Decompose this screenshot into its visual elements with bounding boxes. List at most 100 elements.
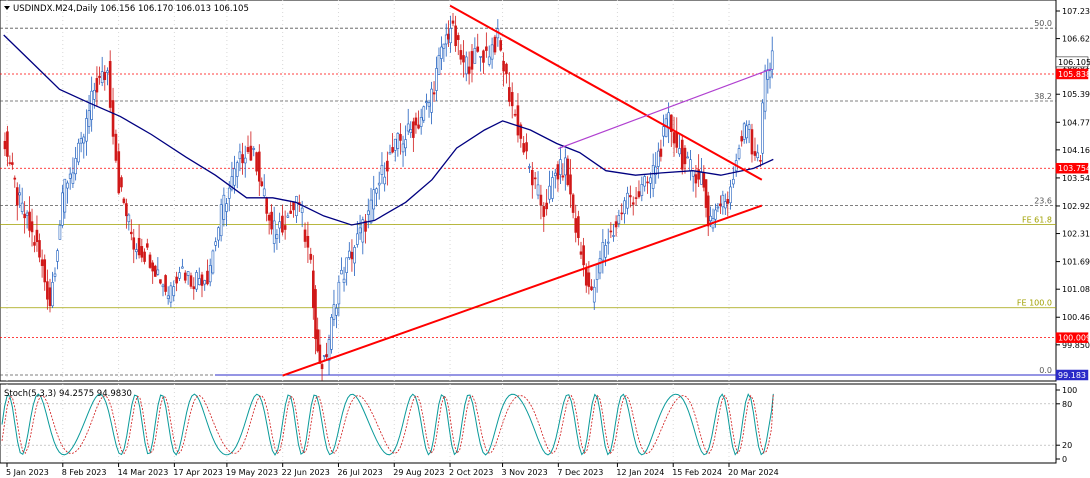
candle-body — [553, 172, 557, 176]
dropdown-arrow-icon[interactable] — [4, 6, 10, 10]
candle-body — [646, 181, 649, 184]
fib-level-label: 0.0 — [1039, 366, 1052, 375]
candle-body — [536, 184, 540, 196]
candle-body — [437, 55, 441, 75]
fib-level-label: 23.6 — [1034, 197, 1052, 206]
candle-body — [516, 105, 520, 136]
date-tick-label: 22 Jun 2023 — [282, 468, 330, 477]
candle-body — [595, 264, 599, 280]
date-tick-label: 12 Jan 2024 — [616, 468, 664, 477]
price-badges: 106.105 105.838 103.754 100.009 99.183 — [1055, 56, 1090, 381]
candle-body — [63, 178, 67, 213]
candle-body — [502, 60, 505, 72]
candle-body — [320, 364, 324, 370]
candle-body — [513, 113, 517, 116]
candle-body — [417, 124, 420, 129]
candle-body — [606, 241, 610, 244]
candle-body — [327, 339, 331, 361]
candle-body — [306, 235, 310, 248]
candle-body — [454, 25, 457, 47]
moving-average-line — [3, 34, 774, 226]
candle-body — [159, 279, 162, 284]
candle-body — [528, 166, 531, 168]
candle-body — [643, 176, 646, 187]
candle-body — [300, 207, 304, 213]
candle-body — [289, 210, 292, 214]
candle-body — [364, 220, 367, 232]
candle-body — [422, 106, 426, 121]
candle-body — [388, 152, 392, 155]
candle-body — [330, 317, 333, 350]
candle-body — [482, 50, 485, 63]
candle-body — [260, 181, 264, 187]
price-badge — [1055, 162, 1089, 174]
candle-body — [750, 129, 754, 155]
stoch-layer — [0, 393, 1056, 456]
candle-body — [43, 259, 47, 283]
candle-body — [90, 90, 93, 120]
candle-body — [127, 214, 131, 223]
trendline-lower — [282, 204, 763, 377]
candle-body — [292, 202, 295, 211]
candle-body — [672, 132, 676, 144]
candle-body — [487, 56, 491, 65]
candle-body — [114, 133, 118, 161]
candle-body — [396, 133, 400, 149]
candle-body — [700, 172, 703, 185]
date-tick-label: 15 Feb 2024 — [672, 468, 722, 477]
candle-body — [522, 143, 525, 153]
candle-body — [257, 151, 261, 182]
candle-body — [579, 251, 583, 255]
price-badge — [1055, 56, 1089, 68]
candle-body — [255, 152, 258, 172]
candle-body — [449, 28, 452, 44]
candle-body — [587, 272, 591, 287]
candle-body — [214, 241, 217, 246]
candle-body — [539, 194, 543, 206]
candle-body — [178, 272, 181, 279]
candle-body — [430, 88, 433, 113]
stoch-tick-label: 20 — [1062, 441, 1072, 450]
candle-body — [262, 188, 266, 197]
candle-body — [427, 102, 431, 107]
candle-body — [35, 229, 39, 242]
candle-body — [71, 172, 75, 184]
candle-body — [40, 259, 44, 266]
candle-body — [337, 281, 341, 305]
candle-body — [172, 286, 176, 296]
candle-body — [117, 151, 121, 194]
stoch-main-line — [1, 393, 774, 456]
candle-body — [649, 177, 652, 184]
candle-body — [278, 221, 281, 229]
candle-body — [444, 34, 448, 45]
price-badge-label: 99.183 — [1058, 371, 1086, 380]
candle-body — [61, 192, 64, 226]
price-tick-label: 106.620 — [1062, 35, 1090, 44]
candle-body — [467, 66, 471, 74]
candle-body — [569, 174, 572, 195]
candle-body — [314, 289, 317, 340]
candle-body — [598, 258, 602, 274]
candle-body — [499, 40, 503, 51]
candle-body — [614, 221, 618, 228]
candle-body — [659, 148, 663, 157]
candle-body — [295, 196, 298, 217]
candle-body — [584, 267, 588, 286]
candle-body — [227, 187, 231, 199]
candle-body — [148, 254, 152, 268]
candle-body — [206, 270, 209, 285]
price-tick-label: 102.310 — [1062, 230, 1090, 239]
candle-body — [33, 242, 36, 246]
candle-body — [366, 210, 370, 215]
candle-body — [372, 189, 376, 210]
fe-level-label: FE 61.8 — [1022, 216, 1052, 225]
candle-body — [243, 157, 247, 164]
candle-body — [564, 157, 567, 176]
candle-body — [756, 152, 760, 158]
candle-body — [120, 177, 123, 188]
price-panel-frame — [0, 0, 1057, 382]
candle-body — [542, 206, 546, 217]
candle-body — [270, 211, 273, 230]
candle-body — [726, 198, 730, 204]
candle-body — [125, 203, 128, 217]
